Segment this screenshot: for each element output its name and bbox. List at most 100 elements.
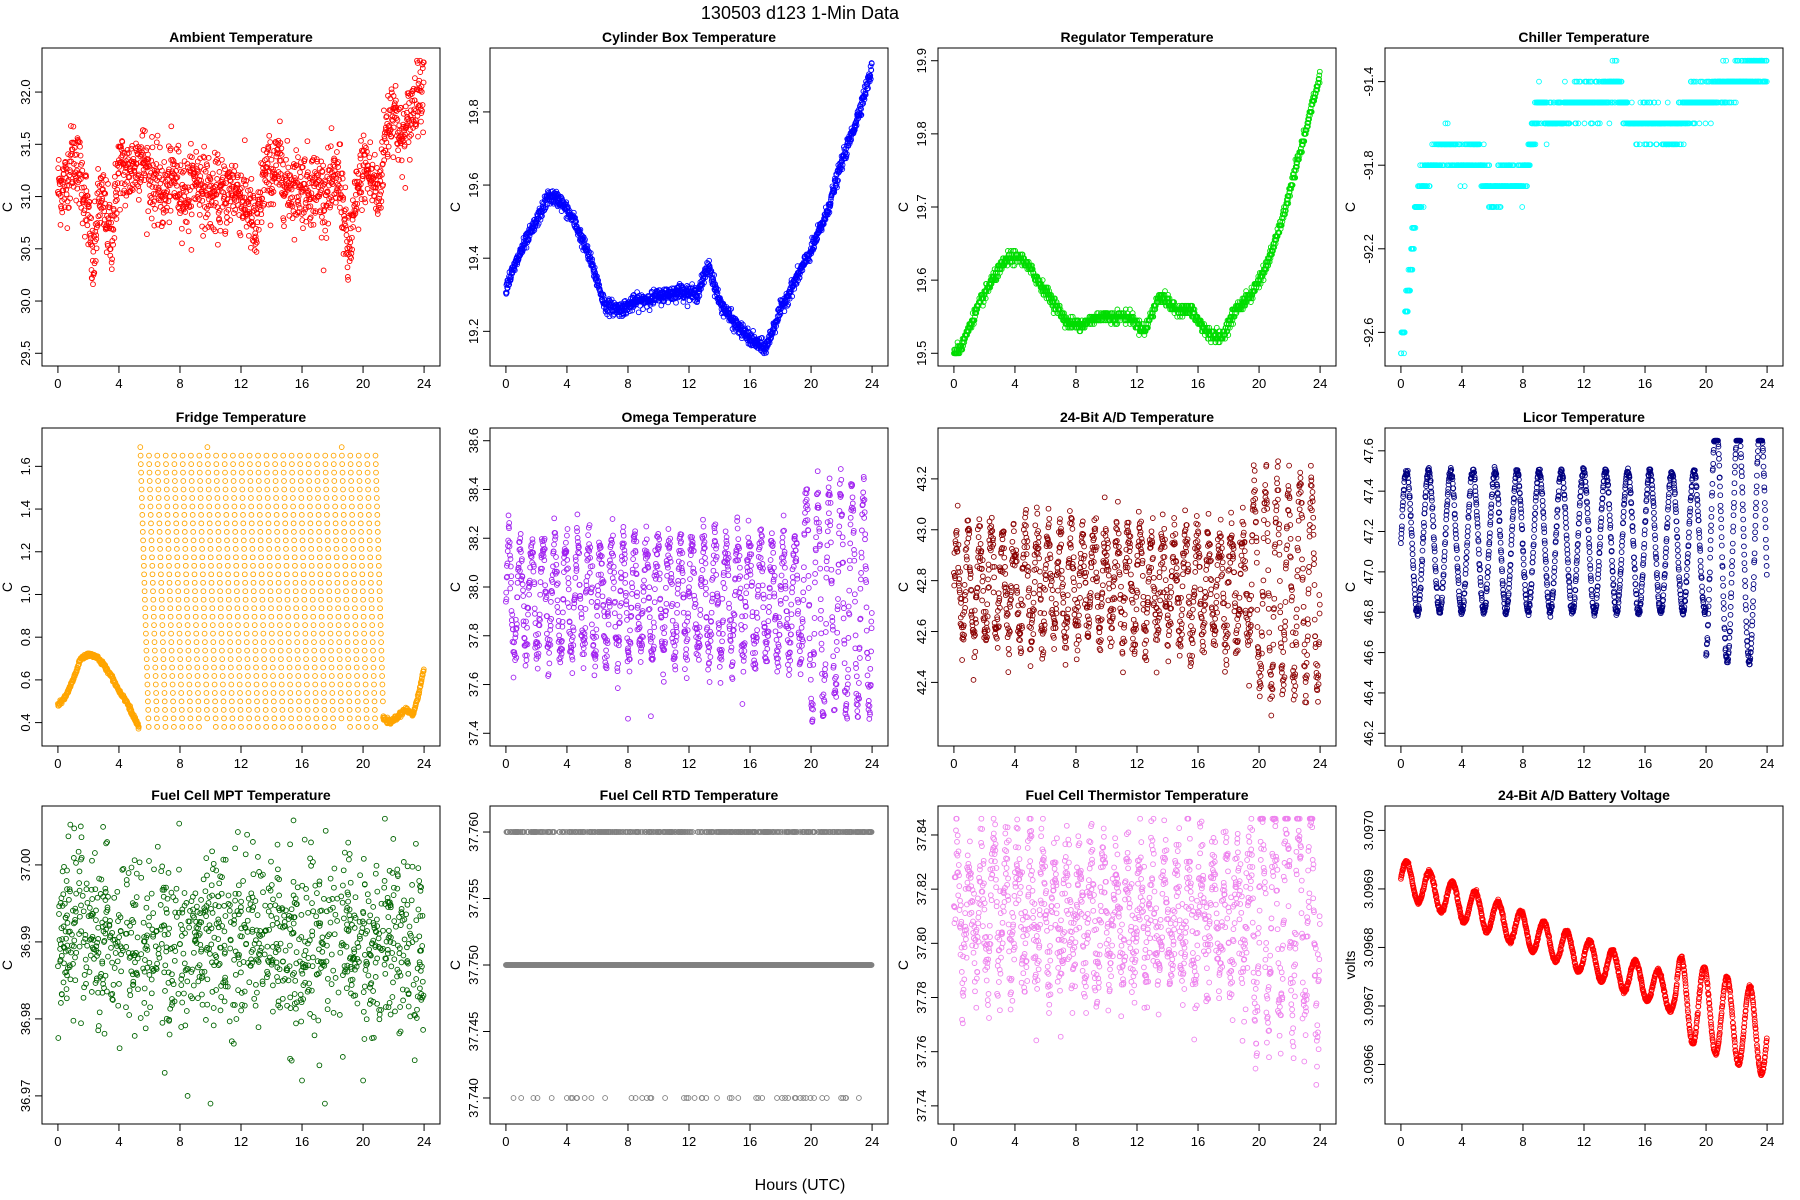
x-tick-label: 4 bbox=[1011, 376, 1018, 391]
data-point bbox=[66, 172, 73, 179]
y-tick-label: 19.7 bbox=[914, 194, 929, 219]
data-point bbox=[205, 155, 212, 161]
data-point bbox=[81, 207, 88, 214]
data-point bbox=[143, 163, 150, 169]
data-point bbox=[179, 240, 185, 247]
data-points bbox=[1398, 57, 1770, 357]
data-point bbox=[337, 204, 343, 211]
data-point bbox=[319, 214, 325, 220]
data-point bbox=[142, 128, 148, 134]
data-point bbox=[128, 168, 134, 174]
data-point bbox=[135, 196, 142, 203]
data-point bbox=[188, 211, 195, 218]
data-point bbox=[128, 145, 135, 152]
y-tick-label: 19.2 bbox=[466, 319, 481, 344]
data-point bbox=[126, 150, 132, 156]
x-tick-label: 16 bbox=[1191, 376, 1205, 391]
data-point bbox=[235, 202, 242, 208]
data-point bbox=[158, 223, 165, 230]
data-point bbox=[83, 188, 90, 194]
data-point bbox=[78, 184, 85, 191]
data-point bbox=[108, 259, 115, 266]
data-point bbox=[188, 247, 195, 253]
data-point bbox=[221, 163, 227, 170]
data-point bbox=[79, 220, 86, 227]
data-point bbox=[203, 214, 209, 221]
data-point bbox=[166, 219, 173, 226]
data-point bbox=[263, 156, 270, 162]
data-point bbox=[234, 181, 241, 188]
data-point bbox=[248, 175, 255, 182]
data-point bbox=[61, 204, 68, 211]
data-point bbox=[223, 219, 230, 226]
data-point bbox=[58, 205, 65, 212]
data-point bbox=[82, 233, 88, 240]
data-point bbox=[220, 180, 227, 187]
data-point bbox=[139, 149, 145, 156]
data-point bbox=[152, 191, 159, 197]
x-tick-label: 4 bbox=[115, 376, 122, 391]
data-point bbox=[190, 162, 197, 169]
data-point bbox=[111, 207, 117, 214]
x-tick-label: 12 bbox=[1577, 376, 1591, 391]
data-point bbox=[219, 156, 225, 163]
data-point bbox=[151, 222, 158, 229]
data-point bbox=[95, 213, 102, 220]
data-point bbox=[295, 154, 301, 160]
data-point bbox=[183, 219, 190, 226]
y-tick-label: 19.8 bbox=[466, 99, 481, 124]
data-point bbox=[109, 256, 115, 262]
data-point bbox=[232, 206, 239, 213]
data-point bbox=[203, 191, 210, 198]
data-point bbox=[115, 170, 122, 176]
y-tick-label: 31.0 bbox=[18, 184, 33, 209]
data-point bbox=[406, 156, 413, 163]
data-point bbox=[151, 198, 157, 205]
data-point bbox=[181, 193, 188, 200]
data-point bbox=[188, 203, 195, 210]
data-point bbox=[124, 146, 131, 153]
data-point bbox=[227, 217, 234, 223]
data-point bbox=[243, 223, 250, 230]
data-point bbox=[93, 236, 100, 242]
x-tick-label: 0 bbox=[54, 376, 61, 391]
data-point bbox=[154, 132, 161, 139]
x-tick-label: 4 bbox=[563, 376, 570, 391]
data-point bbox=[405, 139, 412, 145]
data-point bbox=[202, 168, 209, 175]
data-point bbox=[152, 206, 158, 212]
data-point bbox=[161, 189, 167, 196]
data-point bbox=[104, 225, 111, 232]
data-point bbox=[332, 199, 339, 206]
data-point bbox=[208, 202, 214, 209]
data-point bbox=[109, 226, 116, 232]
data-point bbox=[112, 181, 118, 187]
x-tick-label: 12 bbox=[1130, 376, 1144, 391]
data-point bbox=[237, 232, 244, 239]
data-point bbox=[94, 220, 100, 226]
data-point bbox=[88, 215, 95, 221]
data-point bbox=[145, 156, 152, 163]
data-point bbox=[230, 174, 237, 181]
x-tick-label: 20 bbox=[1252, 376, 1266, 391]
data-point bbox=[225, 206, 232, 213]
data-point bbox=[222, 231, 229, 237]
panel-title: Chiller Temperature bbox=[1518, 29, 1649, 45]
data-point bbox=[146, 163, 153, 170]
data-point bbox=[119, 139, 126, 145]
data-point bbox=[103, 249, 110, 256]
data-point bbox=[138, 144, 145, 150]
data-point bbox=[193, 148, 200, 155]
data-point bbox=[136, 145, 143, 152]
data-point bbox=[224, 214, 230, 221]
x-tick-label: 24 bbox=[1313, 376, 1327, 391]
data-point bbox=[207, 220, 214, 227]
data-point bbox=[179, 169, 186, 176]
data-point bbox=[246, 232, 252, 239]
x-tick-label: 24 bbox=[865, 376, 879, 391]
data-point bbox=[182, 209, 189, 215]
data-point bbox=[114, 196, 120, 203]
panel-title: Regulator Temperature bbox=[1061, 29, 1214, 45]
